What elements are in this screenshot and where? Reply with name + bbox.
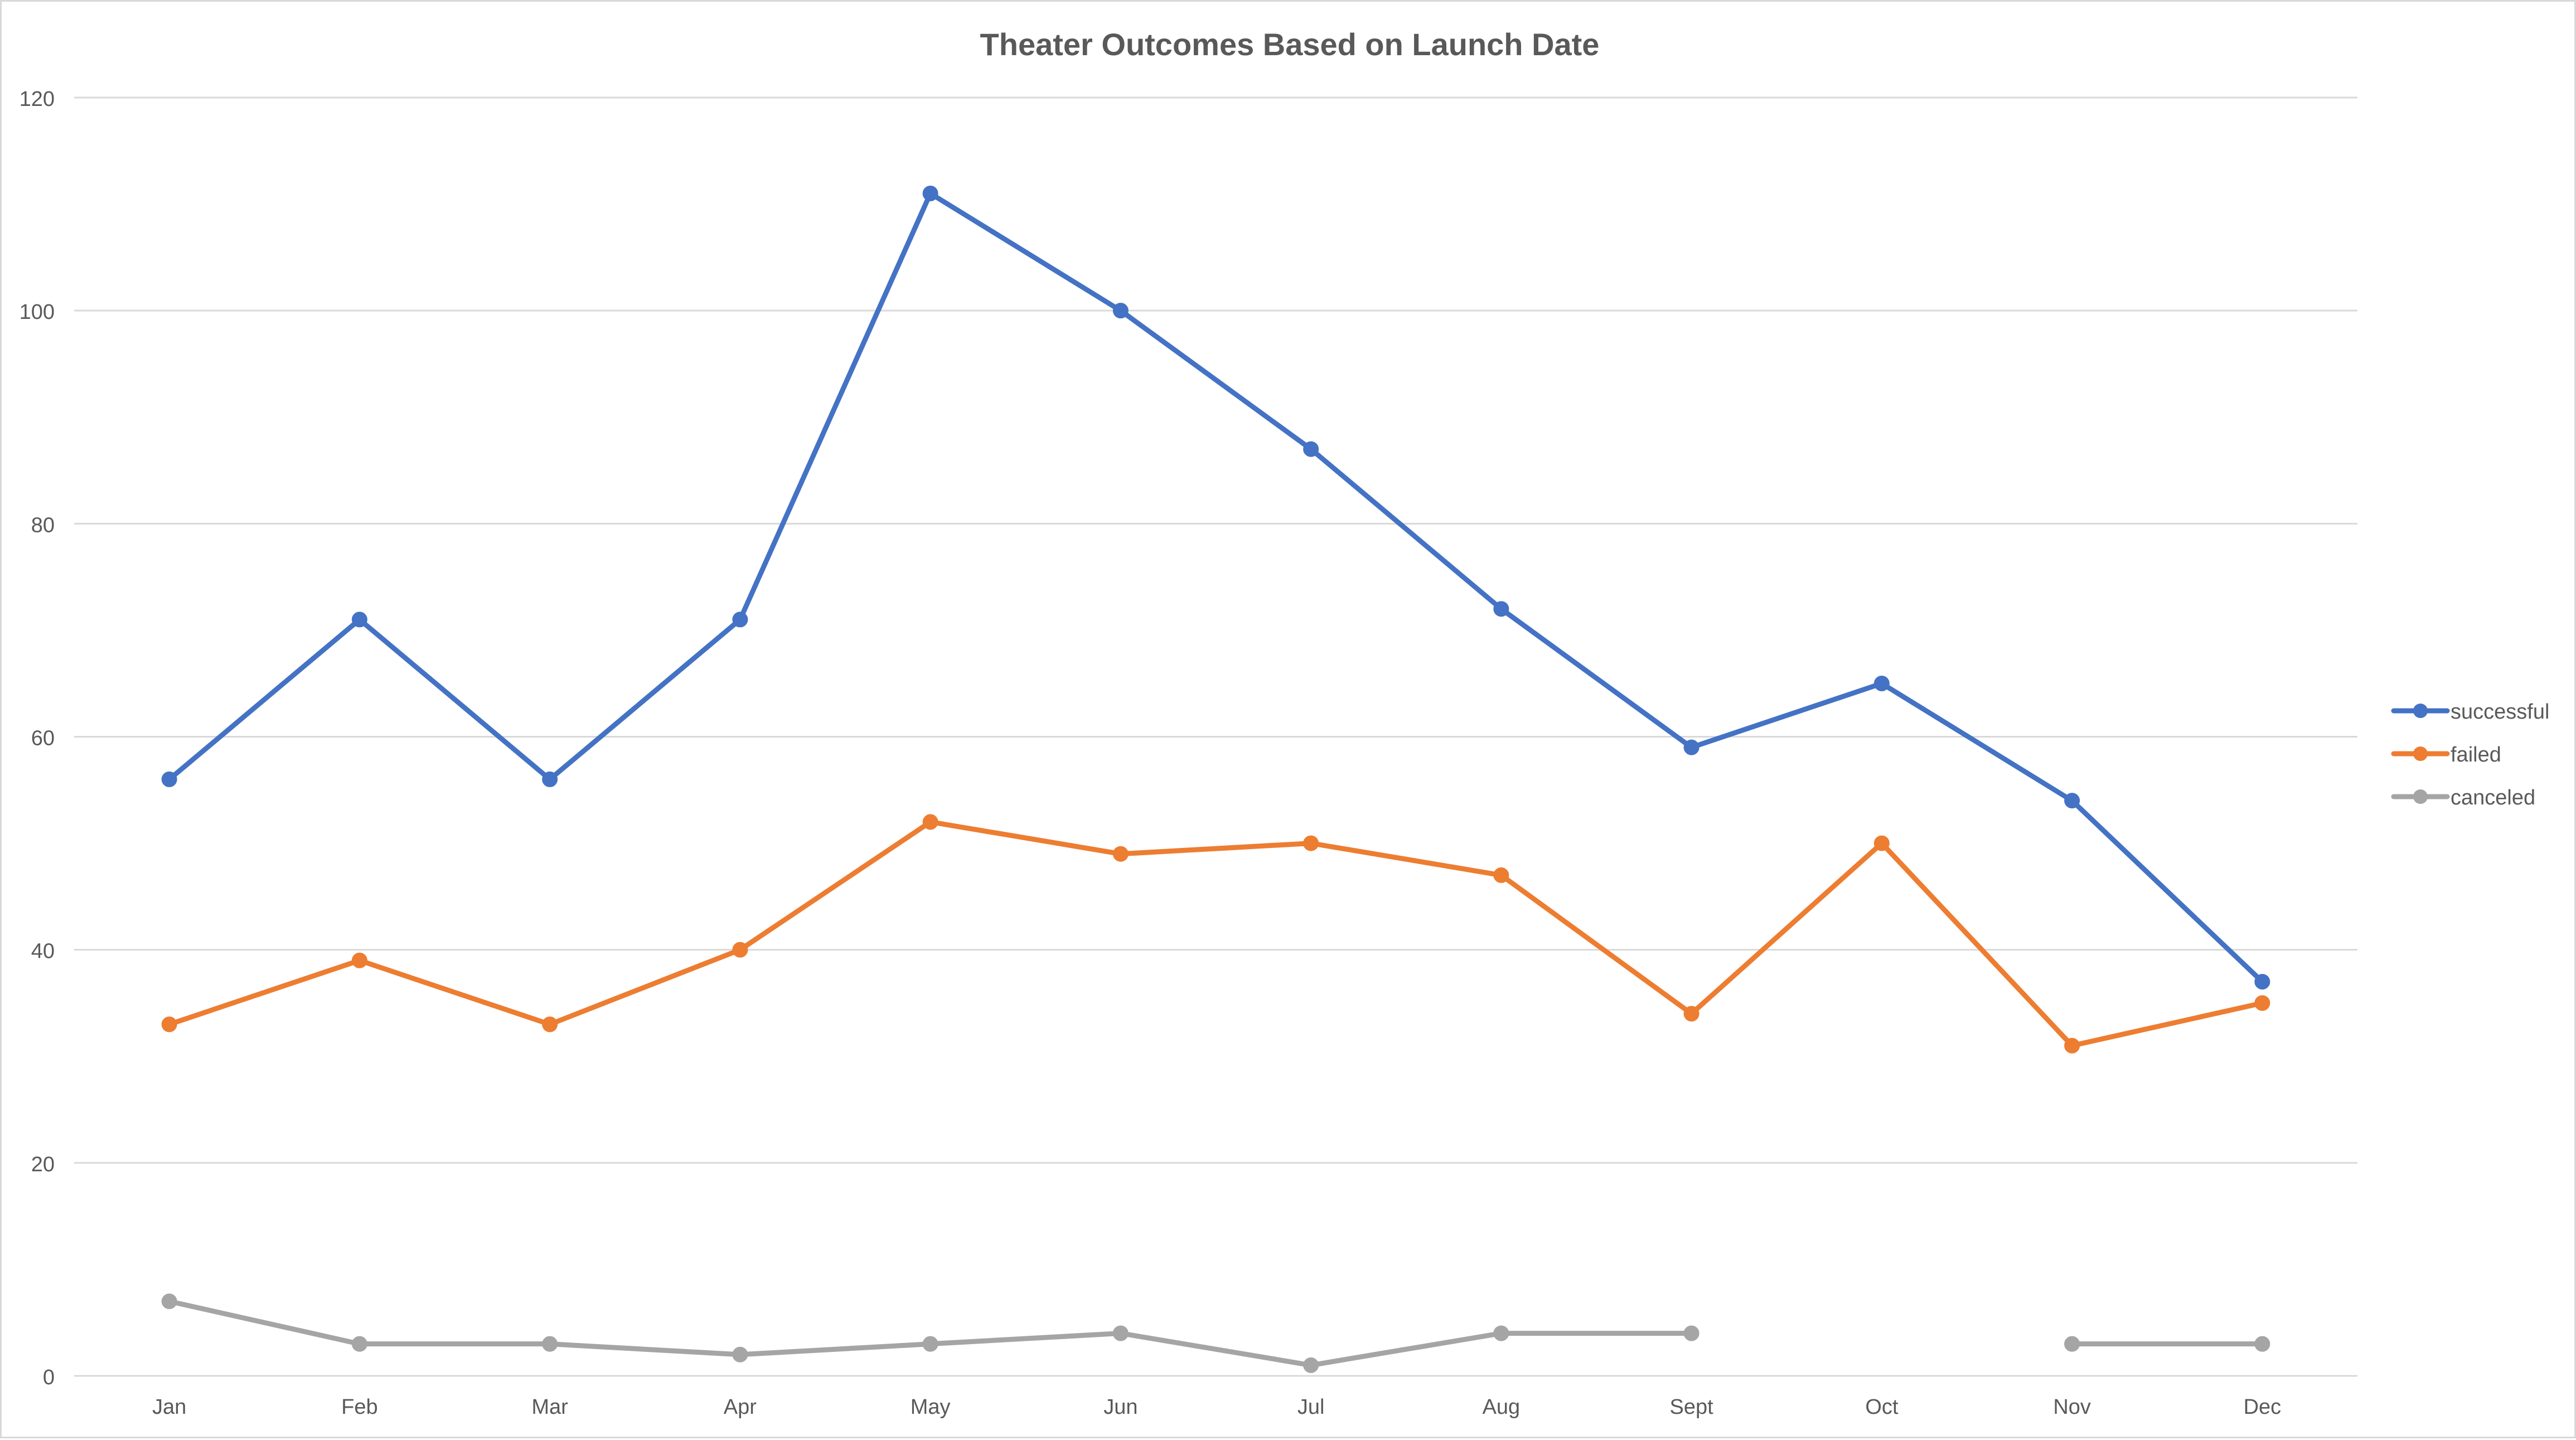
y-tick-label: 0 bbox=[43, 1366, 55, 1389]
data-point-canceled bbox=[161, 1293, 177, 1310]
data-point-successful bbox=[542, 771, 558, 787]
data-point-successful bbox=[1112, 303, 1129, 319]
data-point-canceled bbox=[922, 1336, 938, 1352]
data-point-failed bbox=[161, 1016, 177, 1032]
data-point-successful bbox=[1493, 601, 1509, 617]
data-point-successful bbox=[2064, 793, 2080, 809]
y-tick-label: 100 bbox=[20, 300, 55, 324]
data-point-successful bbox=[1303, 441, 1319, 457]
y-tick-label: 20 bbox=[31, 1153, 55, 1176]
x-tick-label: May bbox=[911, 1395, 951, 1419]
x-tick-label: Feb bbox=[341, 1395, 377, 1419]
data-point-failed bbox=[1303, 835, 1319, 851]
data-point-canceled bbox=[542, 1336, 558, 1352]
chart-title: Theater Outcomes Based on Launch Date bbox=[980, 27, 1600, 62]
data-point-failed bbox=[1493, 867, 1509, 883]
data-point-successful bbox=[2254, 973, 2270, 990]
x-tick-label: Dec bbox=[2244, 1395, 2282, 1419]
y-tick-label: 60 bbox=[31, 727, 55, 750]
data-point-failed bbox=[1873, 835, 1890, 851]
data-point-failed bbox=[1112, 846, 1129, 862]
legend-label-successful: successful bbox=[2451, 700, 2549, 724]
data-point-successful bbox=[351, 612, 367, 628]
series-line-successful bbox=[167, 191, 2265, 985]
data-point-canceled bbox=[1112, 1325, 1129, 1341]
x-tick-label: Jun bbox=[1103, 1395, 1137, 1419]
data-point-failed bbox=[922, 814, 938, 830]
x-tick-label: Aug bbox=[1483, 1395, 1521, 1419]
data-point-failed bbox=[542, 1016, 558, 1032]
data-point-canceled bbox=[2064, 1336, 2080, 1352]
data-point-successful bbox=[732, 612, 748, 628]
data-point-failed bbox=[2064, 1037, 2080, 1054]
data-point-canceled bbox=[1493, 1325, 1509, 1341]
y-tick-label: 80 bbox=[31, 513, 55, 537]
legend-marker-successful bbox=[2413, 704, 2428, 718]
data-point-failed bbox=[2254, 995, 2270, 1011]
series-line-failed bbox=[167, 819, 2265, 1049]
x-tick-label: Nov bbox=[2053, 1395, 2091, 1419]
data-point-canceled bbox=[1683, 1325, 1699, 1341]
data-point-failed bbox=[351, 952, 367, 968]
x-tick-label: Mar bbox=[531, 1395, 568, 1419]
legend-marker-canceled bbox=[2413, 789, 2428, 804]
data-point-canceled bbox=[2254, 1336, 2270, 1352]
x-tick-label: Oct bbox=[1865, 1395, 1899, 1419]
x-tick-label: Jan bbox=[152, 1395, 186, 1419]
legend-marker-failed bbox=[2413, 746, 2428, 761]
legend-label-failed: failed bbox=[2451, 743, 2501, 767]
data-point-canceled bbox=[351, 1336, 367, 1352]
data-point-successful bbox=[161, 771, 177, 787]
data-point-successful bbox=[1873, 675, 1890, 691]
data-point-canceled bbox=[732, 1346, 748, 1363]
legend-label-canceled: canceled bbox=[2451, 786, 2535, 809]
series-line-canceled bbox=[167, 1298, 1694, 1368]
data-point-successful bbox=[1683, 739, 1699, 755]
x-tick-label: Jul bbox=[1297, 1395, 1325, 1419]
data-point-failed bbox=[732, 942, 748, 958]
data-point-canceled bbox=[1303, 1357, 1319, 1373]
y-tick-label: 120 bbox=[20, 88, 55, 111]
x-tick-label: Sept bbox=[1670, 1395, 1714, 1419]
y-tick-label: 40 bbox=[31, 940, 55, 963]
data-point-successful bbox=[922, 185, 938, 201]
data-point-failed bbox=[1683, 1006, 1699, 1022]
x-tick-label: Apr bbox=[724, 1395, 757, 1419]
